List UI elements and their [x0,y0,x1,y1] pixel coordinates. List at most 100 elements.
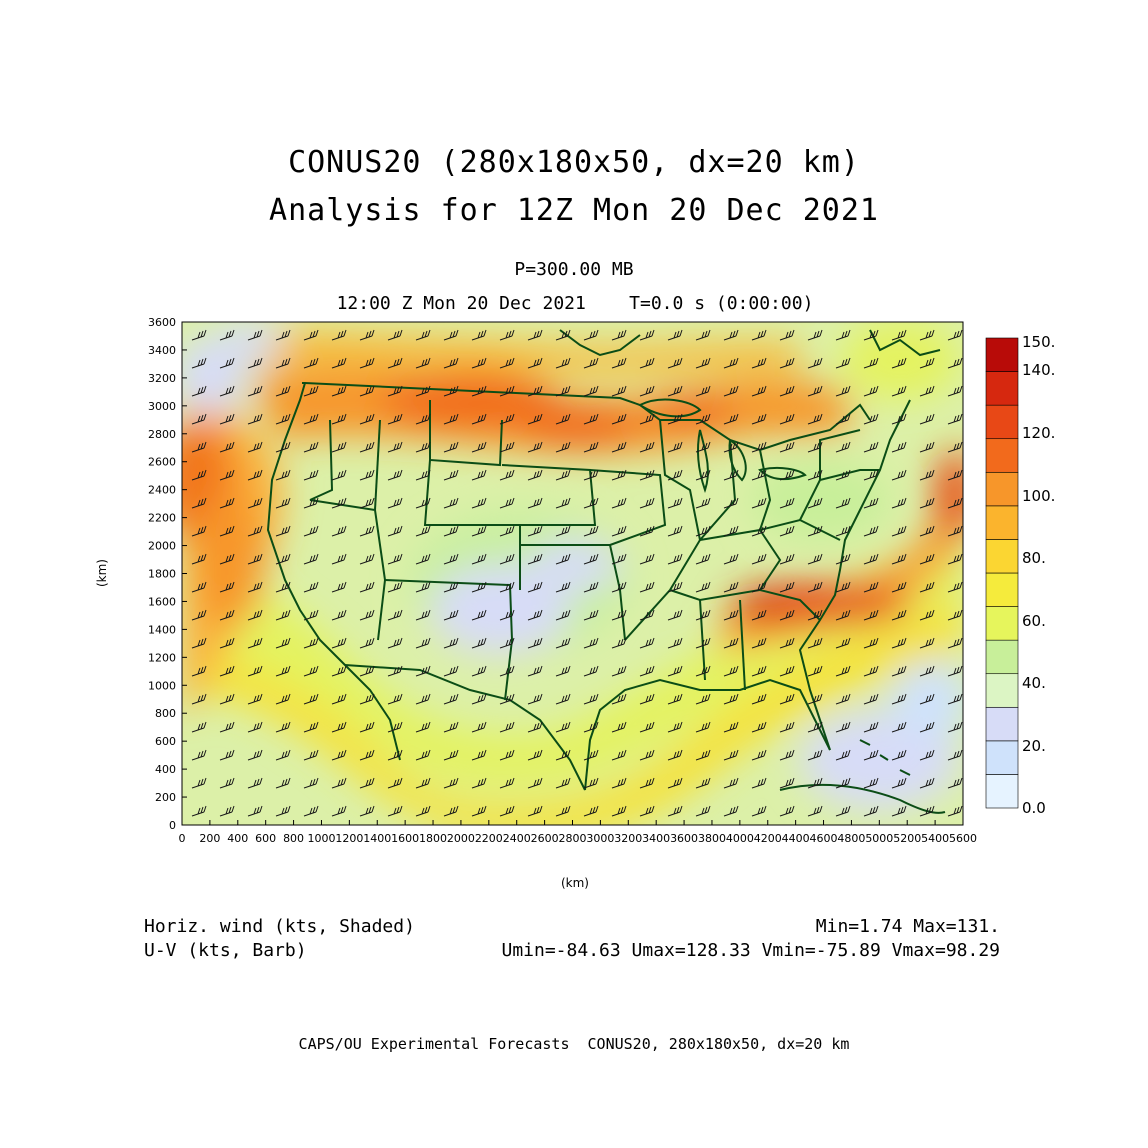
wind-barb [191,581,207,593]
wind-barb [891,469,907,481]
wind-barb [387,385,403,397]
wind-barb [499,581,515,593]
wind-barb [303,581,319,593]
wind-barb [499,329,515,341]
wind-barb [443,665,459,677]
wind-barb [779,749,795,761]
wind-barb [583,777,599,789]
wind-barb [723,497,739,509]
wind-barb [807,469,823,481]
wind-barb [499,637,515,649]
wind-barb [471,805,487,817]
wind-barb [751,385,767,397]
wind-barb [387,441,403,453]
wind-barb [247,637,263,649]
wind-barb [947,805,963,817]
wind-barb [779,553,795,565]
wind-barb [471,581,487,593]
wind-barb [331,721,347,733]
wind-barb [583,553,599,565]
wind-barb [359,329,375,341]
wind-barb [891,357,907,369]
x-tick-label: 4400 [782,832,810,845]
wind-barb [583,441,599,453]
wind-barb [331,581,347,593]
colorbar-label: 140. [1022,361,1055,379]
colorbar-swatch [985,774,1019,809]
wind-barb [919,497,935,509]
wind-barb [723,665,739,677]
wind-barb [415,777,431,789]
wind-barb [695,441,711,453]
wind-barb [275,665,291,677]
wind-barb [499,525,515,537]
valid-time: 12:00 Z Mon 20 Dec 2021 T=0.0 s (0:00:00… [336,293,814,314]
y-tick-label: 3600 [148,316,176,329]
wind-barb [191,805,207,817]
wind-barb [359,553,375,565]
wind-barb [807,525,823,537]
y-tick-label: 1000 [148,679,176,692]
y-tick-label: 2800 [148,428,176,441]
wind-barb [947,553,963,565]
wind-barb [667,805,683,817]
wind-barb [387,777,403,789]
wind-barb [471,497,487,509]
wind-barb [275,469,291,481]
wind-barb [639,749,655,761]
wind-barb [835,357,851,369]
x-tick-label: 1600 [391,832,419,845]
wind-barb [611,805,627,817]
wind-barb [303,525,319,537]
wind-barb [275,553,291,565]
wind-barb [387,805,403,817]
x-tick-label: 3200 [614,832,642,845]
wind-barb [919,609,935,621]
wind-barb [247,665,263,677]
colorbar-swatch [985,505,1019,540]
colorbar-label: 20. [1022,737,1046,755]
wind-barb [611,469,627,481]
wind-barb [695,385,711,397]
wind-barb [359,749,375,761]
wind-barb [639,665,655,677]
wind-barb [247,441,263,453]
wind-barb [527,749,543,761]
wind-barb [863,385,879,397]
wind-barb [219,805,235,817]
wind-barb [891,609,907,621]
wind-barb [359,721,375,733]
wind-barb [275,777,291,789]
wind-barb [919,805,935,817]
wind-barb [443,693,459,705]
wind-barb [471,693,487,705]
wind-barb [751,553,767,565]
wind-barb [303,805,319,817]
wind-barb [415,581,431,593]
wind-barb [723,329,739,341]
wind-barb [359,665,375,677]
wind-barb [919,693,935,705]
wind-barb [919,385,935,397]
wind-barb [751,357,767,369]
wind-barb [751,609,767,621]
wind-barb [303,637,319,649]
wind-barb [807,805,823,817]
wind-barb [331,637,347,649]
colorbar: 0.0 20. 40. 60. 80. 100. 120. 140. 150. [985,333,1055,817]
wind-barb [667,749,683,761]
wind-barb [191,441,207,453]
wind-barb [527,609,543,621]
y-tick-label: 1200 [148,651,176,664]
wind-barb [751,469,767,481]
colorbar-label: 40. [1022,674,1046,692]
wind-barb [639,581,655,593]
wind-barb [471,329,487,341]
colorbar-label: 0.0 [1022,799,1046,817]
wind-barb [863,441,879,453]
wind-barb [219,581,235,593]
wind-barb [947,777,963,789]
colorbar-label: 120. [1022,424,1055,442]
wind-barb [695,329,711,341]
wind-barb [275,525,291,537]
